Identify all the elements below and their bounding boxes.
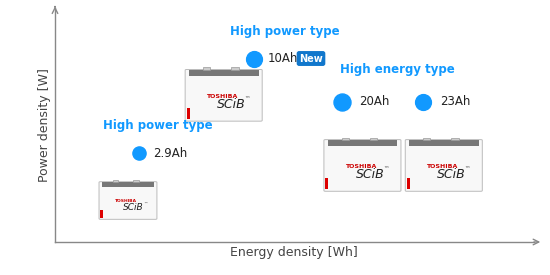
Bar <box>328 140 397 146</box>
Text: SCiB: SCiB <box>123 202 144 211</box>
Bar <box>186 108 190 119</box>
Bar <box>342 138 349 140</box>
Point <box>134 151 143 155</box>
Text: TOSHIBA: TOSHIBA <box>115 199 137 203</box>
Bar <box>113 180 118 182</box>
Bar <box>134 180 139 182</box>
Bar <box>326 178 328 189</box>
Text: 10Ah: 10Ah <box>268 52 298 65</box>
Bar <box>370 138 377 140</box>
Bar <box>101 210 103 218</box>
Bar <box>451 138 459 140</box>
Text: TOSHIBA: TOSHIBA <box>345 164 376 169</box>
Text: ™: ™ <box>465 167 470 172</box>
Text: High power type: High power type <box>103 119 212 132</box>
FancyBboxPatch shape <box>405 140 482 191</box>
X-axis label: Energy density [Wh]: Energy density [Wh] <box>230 246 358 259</box>
Text: ™: ™ <box>383 167 389 172</box>
Point <box>338 100 346 104</box>
Bar <box>409 140 478 146</box>
Text: ™: ™ <box>244 97 250 102</box>
Text: TOSHIBA: TOSHIBA <box>206 94 237 99</box>
Text: SCiB: SCiB <box>437 168 465 181</box>
Text: SCiB: SCiB <box>355 168 384 181</box>
Point <box>249 56 258 61</box>
Bar <box>203 67 210 70</box>
Text: TOSHIBA: TOSHIBA <box>426 164 458 169</box>
Bar <box>102 182 154 187</box>
Text: 20Ah: 20Ah <box>359 95 389 108</box>
FancyBboxPatch shape <box>185 70 262 121</box>
Point <box>419 100 428 104</box>
Bar <box>189 70 258 76</box>
Text: ™: ™ <box>144 201 147 205</box>
FancyBboxPatch shape <box>324 140 401 191</box>
Bar <box>423 138 431 140</box>
Text: 23Ah: 23Ah <box>440 95 471 108</box>
Y-axis label: Power density [W]: Power density [W] <box>38 68 51 182</box>
Text: High power type: High power type <box>230 25 339 38</box>
Bar <box>231 67 239 70</box>
FancyBboxPatch shape <box>99 182 157 219</box>
Text: 2.9Ah: 2.9Ah <box>153 147 188 160</box>
Bar <box>406 178 410 189</box>
Text: New: New <box>299 54 323 64</box>
Text: SCiB: SCiB <box>217 98 245 111</box>
Text: High energy type: High energy type <box>340 62 454 76</box>
